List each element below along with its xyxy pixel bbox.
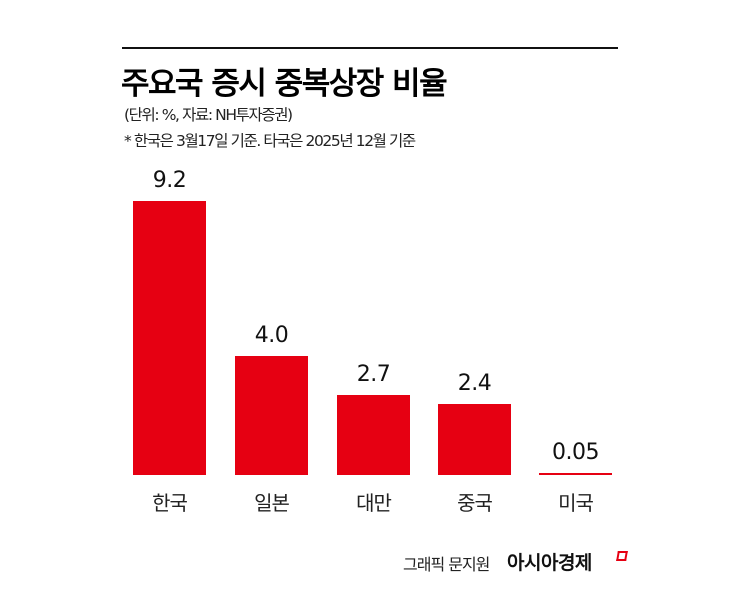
date-footnote: * 한국은 3월17일 기준. 타국은 2025년 12월 기준 [124, 132, 416, 150]
top-rule [122, 47, 618, 49]
bar-2 [337, 395, 410, 475]
graphic-credit: 그래픽 문지원 [403, 555, 490, 574]
brand-mark-icon [616, 551, 628, 561]
category-label: 미국 [558, 491, 594, 515]
brand-logo-text: 아시아경제 [507, 552, 592, 574]
value-label: 9.2 [152, 168, 187, 193]
value-label: 0.05 [552, 440, 599, 465]
value-label: 2.7 [356, 362, 391, 387]
category-label: 대만 [356, 491, 392, 515]
bar-1 [235, 356, 308, 475]
unit-source-note: (단위: %, 자료: NH투자증권) [124, 106, 293, 124]
chart-title: 주요국 증시 중복상장 비율 [121, 66, 448, 102]
value-label: 2.4 [457, 371, 492, 396]
bar-4 [539, 473, 612, 475]
bar-0 [133, 201, 206, 475]
category-label: 한국 [152, 491, 188, 515]
category-label: 중국 [457, 491, 493, 515]
value-label: 4.0 [254, 323, 289, 348]
bar-3 [438, 404, 511, 475]
category-label: 일본 [254, 491, 290, 515]
